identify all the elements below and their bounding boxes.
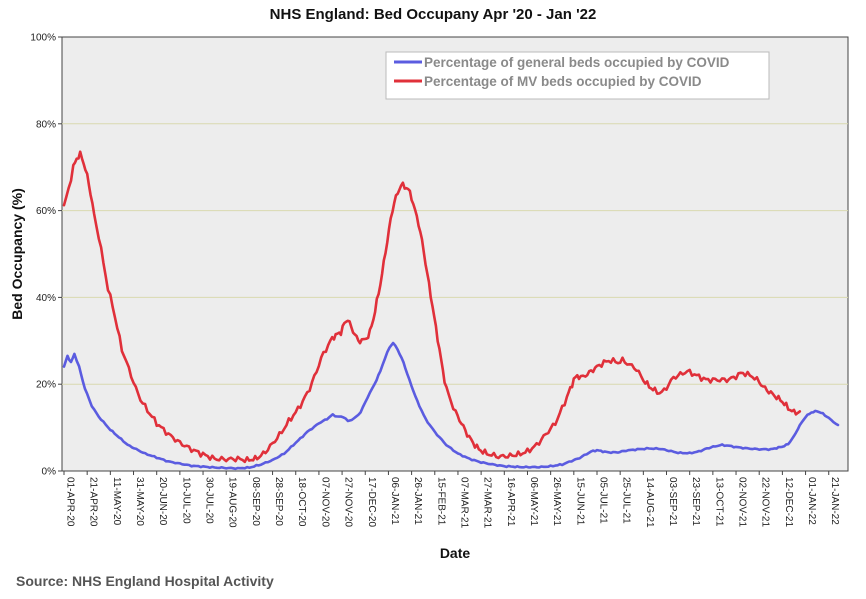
x-tick-label: 05-JUL-21 xyxy=(597,477,608,524)
x-tick-label: 07-MAR-21 xyxy=(458,477,469,529)
x-tick-label: 22-NOV-21 xyxy=(760,477,771,527)
y-tick-label: 100% xyxy=(30,33,56,44)
y-tick-label: 80% xyxy=(36,119,56,130)
x-axis: 01-APR-20 21-APR-20 11-MAY-20 31-MAY-20 20-J… xyxy=(63,471,840,529)
x-tick-label: 11-MAY-20 xyxy=(111,477,122,526)
x-tick-label: 30-JUL-20 xyxy=(204,477,215,524)
y-tick-label: 40% xyxy=(36,293,56,304)
y-axis-label: Bed Occupancy (%) xyxy=(9,188,25,319)
x-tick-label: 26-MAY-21 xyxy=(551,477,562,526)
x-tick-label: 01-APR-20 xyxy=(65,477,76,527)
x-tick-label: 20-JUN-20 xyxy=(157,477,168,526)
chart-title: NHS England: Bed Occupany Apr '20 - Jan … xyxy=(269,6,597,23)
x-tick-label: 23-SEP-21 xyxy=(690,477,701,526)
y-tick-label: 0% xyxy=(42,467,57,478)
x-tick-label: 15-JUN-21 xyxy=(574,477,585,526)
x-tick-label: 06-JAN-21 xyxy=(389,477,400,525)
x-tick-label: 25-JUL-21 xyxy=(621,477,632,524)
x-tick-label: 03-SEP-21 xyxy=(667,477,678,526)
series-line-general xyxy=(62,341,840,471)
series-layer xyxy=(62,150,840,471)
x-tick-label: 21-JAN-22 xyxy=(829,477,840,525)
x-tick-label: 07-NOV-20 xyxy=(319,477,330,527)
legend: Percentage of general beds occupied by C… xyxy=(385,51,770,100)
x-tick-label: 27-MAR-21 xyxy=(482,477,493,529)
legend-label-general: Percentage of general beds occupied by C… xyxy=(424,55,730,70)
x-tick-label: 17-DEC-20 xyxy=(366,477,377,527)
series-line-mv xyxy=(62,150,802,464)
y-tick-label: 20% xyxy=(36,380,56,391)
x-tick-label: 19-AUG-20 xyxy=(227,477,238,528)
y-tick-label: 60% xyxy=(36,206,56,217)
x-axis-label: Date xyxy=(440,545,471,561)
x-tick-label: 21-APR-20 xyxy=(88,477,99,527)
x-tick-label: 02-NOV-21 xyxy=(737,477,748,527)
x-tick-label: 08-SEP-20 xyxy=(250,477,261,526)
x-tick-label: 26-JAN-21 xyxy=(412,477,423,525)
legend-label-mv: Percentage of MV beds occupied by COVID xyxy=(424,74,702,89)
x-tick-label: 27-NOV-20 xyxy=(343,477,354,527)
x-tick-label: 31-MAY-20 xyxy=(134,477,145,526)
legend-box xyxy=(385,51,770,100)
y-axis: 0% 20% 40% 60% 80% 100% xyxy=(30,33,62,478)
x-tick-label: 10-JUL-20 xyxy=(180,477,191,524)
x-tick-label: 06-MAY-21 xyxy=(528,477,539,526)
x-tick-label: 13-OCT-21 xyxy=(713,477,724,527)
x-tick-label: 16-APR-21 xyxy=(505,477,516,527)
x-tick-label: 18-OCT-20 xyxy=(296,477,307,527)
x-tick-label: 14-AUG-21 xyxy=(644,477,655,528)
plot-area xyxy=(61,36,849,472)
grid-layer xyxy=(62,123,848,385)
x-tick-label: 15-FEB-21 xyxy=(435,477,446,526)
source-note: Source: NHS England Hospital Activity xyxy=(16,573,274,589)
x-tick-label: 12-DEC-21 xyxy=(783,477,794,527)
x-tick-label: 28-SEP-20 xyxy=(273,477,284,526)
x-tick-label: 01-JAN-22 xyxy=(806,477,817,525)
